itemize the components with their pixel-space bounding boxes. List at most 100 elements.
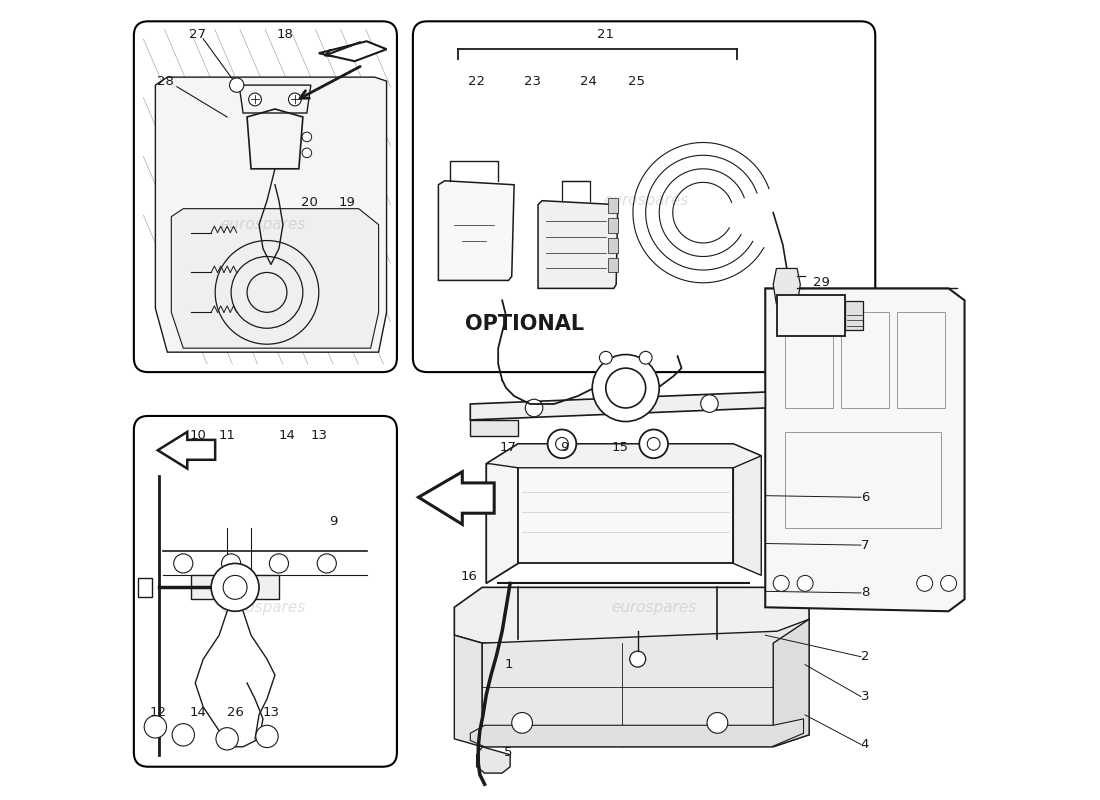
Polygon shape [476,746,510,773]
Text: 11: 11 [219,430,235,442]
Circle shape [317,554,337,573]
FancyBboxPatch shape [134,416,397,766]
Text: 20: 20 [300,196,318,209]
Polygon shape [319,42,386,61]
Circle shape [592,354,659,422]
Text: 13: 13 [263,706,279,719]
Circle shape [548,430,576,458]
Bar [845,301,862,330]
Circle shape [230,78,244,92]
Polygon shape [454,587,810,643]
Circle shape [270,554,288,573]
Text: 14: 14 [278,430,296,442]
Text: 21: 21 [597,28,614,42]
Circle shape [216,728,239,750]
Bar [778,294,845,336]
Polygon shape [418,472,494,524]
Circle shape [302,132,311,142]
Text: OPTIONAL: OPTIONAL [465,314,584,334]
Polygon shape [482,619,810,746]
Bar [608,238,618,253]
Text: 9: 9 [560,442,569,454]
Polygon shape [143,30,390,364]
Circle shape [773,575,789,591]
Text: 18: 18 [277,28,294,42]
Text: 13: 13 [310,430,328,442]
Polygon shape [172,209,378,348]
Polygon shape [155,77,386,352]
FancyBboxPatch shape [134,22,397,372]
Text: 17: 17 [500,442,517,454]
Text: 26: 26 [227,706,243,719]
Circle shape [221,554,241,573]
Polygon shape [773,619,810,746]
Circle shape [144,716,166,738]
Circle shape [613,397,630,414]
Circle shape [629,651,646,667]
Polygon shape [454,635,482,746]
Text: 1: 1 [504,658,513,671]
Bar [608,198,618,213]
Text: 8: 8 [860,586,869,599]
Circle shape [600,351,613,364]
Text: 28: 28 [157,74,174,88]
Circle shape [512,713,532,734]
Polygon shape [157,432,216,469]
Polygon shape [538,201,618,288]
Text: 3: 3 [860,690,869,703]
Text: 9: 9 [329,514,338,528]
Text: 24: 24 [580,74,596,88]
Text: eurospares: eurospares [603,193,689,208]
Text: 2: 2 [860,650,869,663]
Text: 16: 16 [460,570,477,583]
Circle shape [916,575,933,591]
Circle shape [256,726,278,747]
Polygon shape [766,288,965,611]
Text: 19: 19 [339,196,355,209]
Circle shape [211,563,258,611]
Polygon shape [471,392,766,420]
Text: 15: 15 [612,442,629,454]
Polygon shape [486,444,761,468]
Bar [785,312,833,408]
Circle shape [940,575,957,591]
Text: 14: 14 [189,706,206,719]
Polygon shape [734,444,761,575]
Polygon shape [773,269,801,304]
Circle shape [172,724,195,746]
Circle shape [701,395,718,412]
Circle shape [526,399,542,417]
Text: eurospares: eurospares [220,217,306,232]
Polygon shape [471,719,803,746]
Text: 23: 23 [524,74,541,88]
Polygon shape [471,420,518,436]
Circle shape [174,554,192,573]
Bar [785,432,940,527]
Circle shape [707,713,728,734]
Circle shape [798,575,813,591]
Text: 7: 7 [860,538,869,551]
Text: 29: 29 [813,275,829,289]
Text: 10: 10 [189,430,206,442]
Circle shape [249,93,262,106]
Bar [896,312,945,408]
Text: eurospares: eurospares [610,600,696,614]
Text: 27: 27 [189,28,206,42]
FancyBboxPatch shape [412,22,876,372]
Text: 25: 25 [628,74,645,88]
Text: eurospares: eurospares [220,600,306,614]
Circle shape [639,430,668,458]
Polygon shape [518,444,734,563]
Polygon shape [191,575,279,599]
Bar [842,312,889,408]
Text: 6: 6 [860,490,869,504]
Text: 22: 22 [469,74,485,88]
Circle shape [639,351,652,364]
Text: 4: 4 [860,738,869,751]
Bar [608,218,618,233]
Circle shape [288,93,301,106]
Polygon shape [439,181,514,281]
Bar [608,258,618,273]
Polygon shape [486,444,518,583]
Text: 5: 5 [504,746,513,759]
